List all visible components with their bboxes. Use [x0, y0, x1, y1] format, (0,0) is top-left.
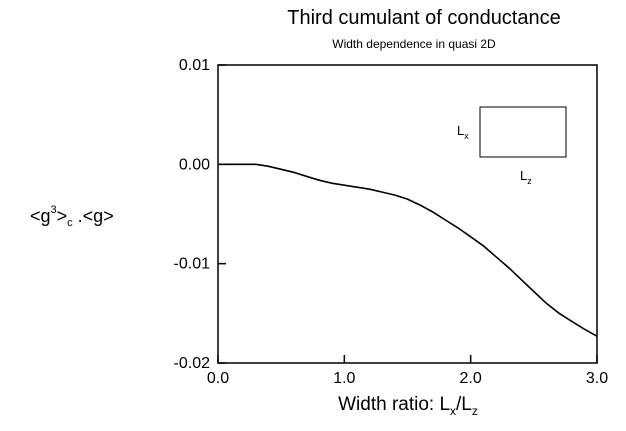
y-tick-label: 0.00 — [179, 156, 210, 173]
chart-subtitle: Width dependence in quasi 2D — [332, 37, 496, 51]
inset-label-lz: Lz — [520, 168, 532, 186]
y-tick-label: -0.02 — [174, 355, 211, 372]
series-line — [218, 163, 598, 337]
x-tick-label: 1.0 — [333, 370, 355, 387]
x-tick-label: 3.0 — [586, 370, 608, 387]
x-tick-label: 0.0 — [207, 370, 229, 387]
series-group — [218, 163, 598, 337]
chart-title: Third cumulant of conductance — [287, 7, 561, 29]
y-tick-label: -0.01 — [174, 256, 211, 273]
plot-frame — [217, 64, 598, 364]
y-tick-label: 0.01 — [179, 57, 210, 74]
y-tick-group: 0.01 0.00 -0.01 -0.02 — [174, 57, 226, 372]
x-tick-label: 2.0 — [460, 370, 482, 387]
inset-rectangle — [479, 106, 567, 158]
x-tick-group: 0.0 1.0 2.0 3.0 — [207, 355, 608, 387]
inset-label-lx: Lx — [457, 123, 469, 141]
x-axis-label: Width ratio: Lx/Lz — [338, 394, 478, 418]
y-axis-label: <g3>c .<g> — [30, 204, 114, 229]
